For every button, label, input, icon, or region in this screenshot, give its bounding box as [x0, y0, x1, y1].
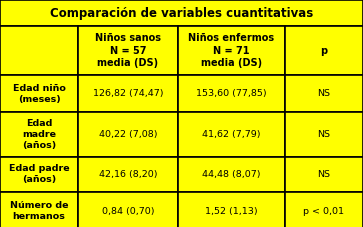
Bar [0, 192, 78, 227]
Bar [285, 192, 363, 227]
Bar [178, 157, 285, 192]
Bar [285, 157, 363, 192]
Text: 44,48 (8,07): 44,48 (8,07) [202, 170, 261, 179]
Bar [78, 112, 178, 157]
Text: 1,52 (1,13): 1,52 (1,13) [205, 207, 258, 216]
Bar [178, 26, 285, 75]
Text: NS: NS [318, 89, 330, 98]
Bar [0, 157, 78, 192]
Bar [178, 112, 285, 157]
Bar [0, 0, 363, 26]
Text: 41,62 (7,79): 41,62 (7,79) [202, 130, 261, 139]
Text: Niños enfermos
N = 71
media (DS): Niños enfermos N = 71 media (DS) [188, 33, 274, 68]
Text: 42,16 (8,20): 42,16 (8,20) [99, 170, 157, 179]
Bar [78, 75, 178, 112]
Bar [78, 192, 178, 227]
Text: NS: NS [318, 130, 330, 139]
Text: Edad padre
(años): Edad padre (años) [9, 164, 69, 184]
Text: 40,22 (7,08): 40,22 (7,08) [99, 130, 157, 139]
Text: p: p [321, 45, 327, 56]
Bar [0, 26, 78, 75]
Bar [285, 26, 363, 75]
Text: p < 0,01: p < 0,01 [303, 207, 344, 216]
Bar [78, 157, 178, 192]
Bar [285, 112, 363, 157]
Bar [0, 75, 78, 112]
Text: 153,60 (77,85): 153,60 (77,85) [196, 89, 267, 98]
Text: Comparación de variables cuantitativas: Comparación de variables cuantitativas [50, 7, 313, 20]
Text: 0,84 (0,70): 0,84 (0,70) [102, 207, 154, 216]
Bar [78, 26, 178, 75]
Text: NS: NS [318, 170, 330, 179]
Bar [178, 192, 285, 227]
Text: Niños sanos
N = 57
media (DS): Niños sanos N = 57 media (DS) [95, 33, 161, 68]
Text: Edad
madre
(años): Edad madre (años) [22, 119, 56, 150]
Text: 126,82 (74,47): 126,82 (74,47) [93, 89, 163, 98]
Text: Edad niño
(meses): Edad niño (meses) [13, 84, 65, 104]
Bar [285, 75, 363, 112]
Bar [0, 112, 78, 157]
Text: Número de
hermanos: Número de hermanos [10, 201, 68, 221]
Bar [178, 75, 285, 112]
